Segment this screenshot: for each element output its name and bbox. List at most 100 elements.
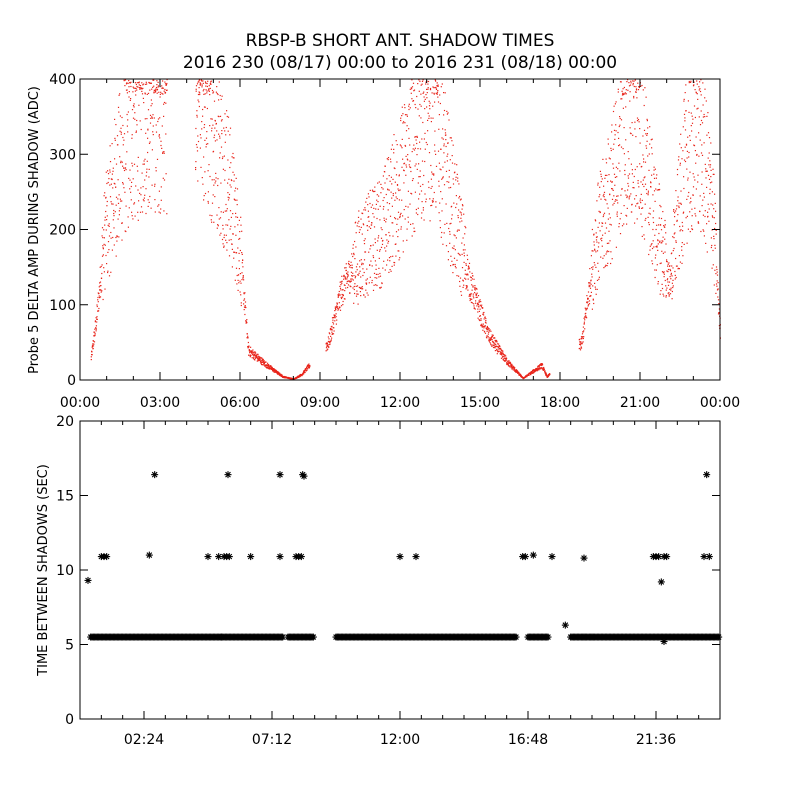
top-data-point [399, 214, 401, 216]
top-data-point [431, 200, 433, 202]
top-data-point [378, 195, 380, 197]
top-data-point [710, 246, 712, 249]
top-data-point [494, 350, 496, 352]
top-data-point [482, 313, 484, 315]
top-data-point [442, 128, 444, 130]
top-data-point [665, 243, 667, 245]
top-data-point [701, 183, 703, 185]
top-data-point [696, 108, 698, 110]
top-data-point [130, 81, 132, 83]
top-data-point [481, 304, 483, 306]
top-data-point [684, 146, 686, 148]
top-data-point [659, 188, 661, 191]
top-data-point [206, 107, 208, 110]
top-data-point [197, 180, 199, 182]
top-data-point [705, 170, 707, 172]
top-data-point [158, 204, 160, 206]
top-data-point [156, 84, 158, 86]
top-data-point [629, 100, 631, 102]
top-data-point [365, 201, 367, 203]
top-y-tick-label: 100 [49, 298, 76, 314]
top-data-point [344, 290, 346, 292]
top-data-point [480, 319, 482, 321]
top-data-point [358, 210, 360, 212]
top-data-point [592, 298, 594, 300]
top-data-point [146, 171, 148, 173]
top-data-point [469, 299, 471, 302]
top-data-point [113, 244, 115, 246]
top-data-point [454, 235, 456, 237]
top-data-point [588, 300, 591, 302]
top-data-point [708, 152, 710, 154]
top-data-point [389, 180, 391, 182]
top-data-point [609, 158, 611, 160]
top-data-point [412, 223, 414, 225]
top-data-point [464, 225, 466, 228]
top-data-point [150, 99, 152, 101]
top-data-point [159, 212, 161, 214]
top-data-point [589, 285, 591, 287]
top-data-point [589, 287, 592, 289]
top-data-point [210, 81, 212, 83]
top-data-point [698, 116, 700, 118]
top-data-point [717, 299, 720, 301]
top-data-point [615, 246, 617, 248]
top-data-point [241, 230, 243, 232]
top-data-point [520, 375, 522, 377]
top-data-point [462, 280, 464, 282]
top-data-point [681, 158, 683, 160]
top-data-point [676, 219, 678, 221]
top-data-point [670, 272, 672, 274]
top-data-point [536, 368, 538, 370]
top-data-point [409, 160, 411, 162]
top-data-point [400, 117, 402, 119]
top-data-point [713, 217, 715, 219]
top-data-point [131, 215, 133, 217]
top-data-point [410, 170, 412, 173]
top-data-point [642, 154, 644, 156]
top-data-point [241, 253, 243, 255]
top-data-point [147, 129, 149, 131]
top-data-point [536, 370, 538, 372]
top-data-point [483, 331, 486, 333]
top-data-point [500, 348, 502, 350]
top-data-point [586, 301, 588, 303]
top-data-point [539, 364, 541, 366]
top-data-point [331, 333, 334, 335]
top-data-point [410, 87, 412, 89]
top-data-point [642, 183, 644, 185]
top-data-point [407, 216, 409, 218]
top-data-point [99, 282, 101, 284]
top-data-point [681, 249, 683, 251]
top-data-point [398, 174, 400, 176]
top-data-point [222, 228, 224, 230]
top-data-point [452, 183, 455, 185]
top-data-point [628, 198, 630, 200]
top-data-point [412, 178, 414, 180]
top-data-point [515, 369, 518, 371]
top-data-point [476, 305, 478, 307]
top-data-point [364, 251, 367, 253]
top-data-point [344, 284, 346, 286]
top-data-point [298, 376, 300, 378]
top-data-point [628, 173, 631, 175]
top-data-point [117, 218, 119, 220]
top-data-point [547, 375, 550, 377]
top-data-point [418, 115, 420, 117]
top-data-point [427, 112, 429, 114]
top-data-point [478, 310, 480, 312]
top-data-point [158, 135, 160, 137]
top-data-point [711, 181, 713, 183]
bottom-baseline-point [512, 633, 520, 641]
top-data-point [107, 270, 109, 272]
top-data-point [155, 131, 158, 133]
top-data-point [534, 369, 536, 371]
top-data-point [151, 103, 153, 105]
top-data-point [674, 216, 676, 218]
top-data-point [249, 355, 251, 357]
top-data-point [120, 133, 122, 135]
top-data-point [395, 255, 397, 257]
top-data-point [597, 184, 599, 186]
top-data-point [601, 237, 603, 239]
top-data-point [361, 264, 363, 266]
